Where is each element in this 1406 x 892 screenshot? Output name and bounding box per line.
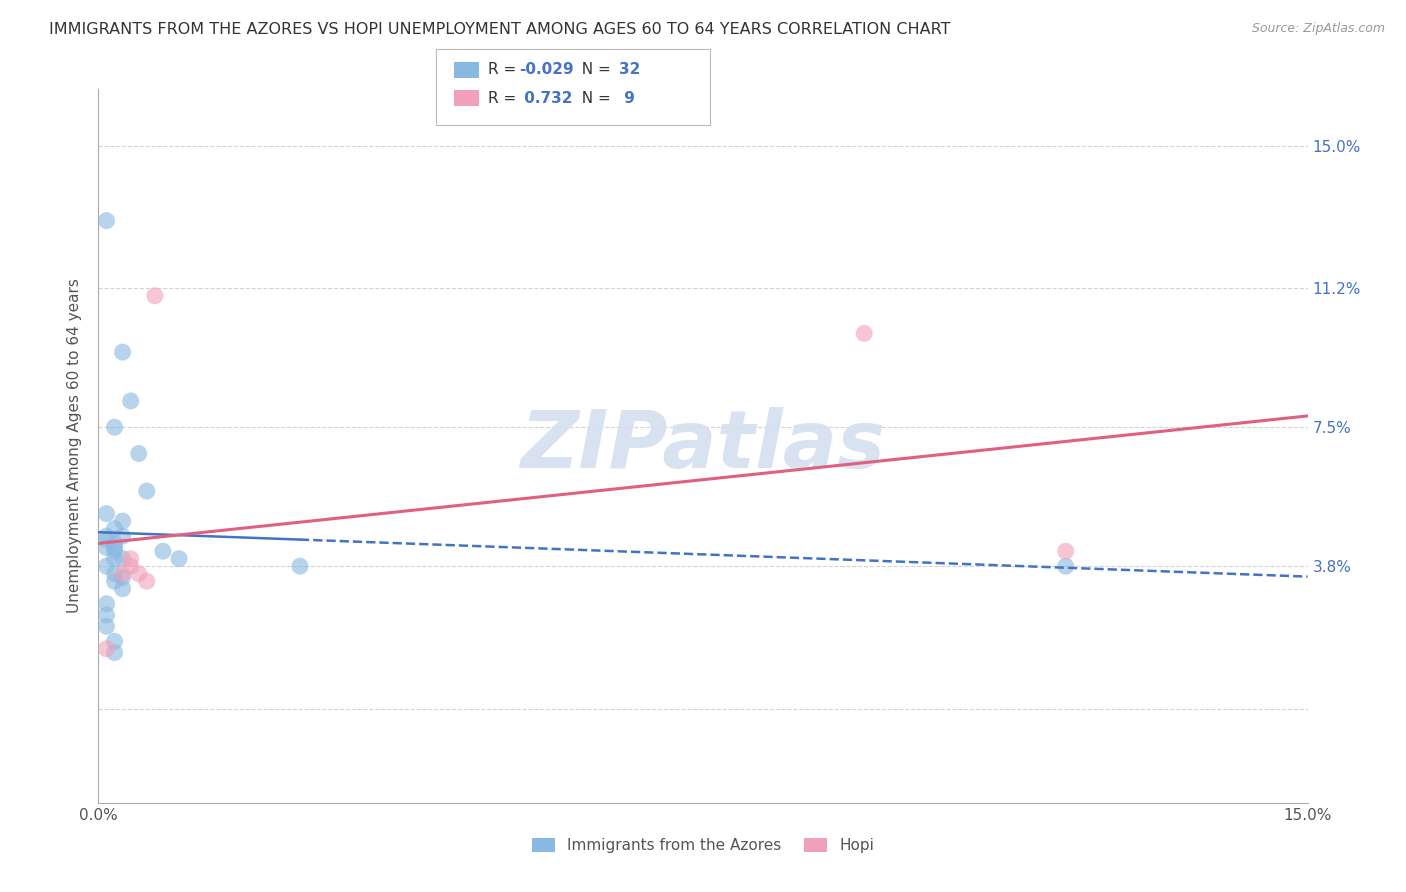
- Text: R =: R =: [488, 62, 522, 77]
- Point: [1054, 559, 1077, 574]
- Point: [135, 574, 157, 589]
- Point: [103, 536, 125, 550]
- Point: [103, 541, 125, 555]
- Point: [111, 529, 134, 543]
- Point: [103, 420, 125, 434]
- Point: [853, 326, 876, 341]
- Point: [111, 345, 134, 359]
- Point: [96, 559, 118, 574]
- Point: [143, 289, 166, 303]
- Point: [111, 582, 134, 596]
- Y-axis label: Unemployment Among Ages 60 to 64 years: Unemployment Among Ages 60 to 64 years: [67, 278, 83, 614]
- Text: R =: R =: [488, 91, 522, 105]
- Text: Source: ZipAtlas.com: Source: ZipAtlas.com: [1251, 22, 1385, 36]
- Point: [111, 566, 134, 581]
- Point: [103, 522, 125, 536]
- Point: [120, 559, 142, 574]
- Text: 0.732: 0.732: [519, 91, 572, 105]
- Point: [120, 551, 142, 566]
- Point: [111, 570, 134, 584]
- Point: [96, 213, 118, 227]
- Legend: Immigrants from the Azores, Hopi: Immigrants from the Azores, Hopi: [526, 832, 880, 859]
- Point: [288, 559, 311, 574]
- Point: [167, 551, 190, 566]
- Point: [103, 646, 125, 660]
- Point: [96, 619, 118, 633]
- Point: [152, 544, 174, 558]
- Point: [96, 597, 118, 611]
- Text: IMMIGRANTS FROM THE AZORES VS HOPI UNEMPLOYMENT AMONG AGES 60 TO 64 YEARS CORREL: IMMIGRANTS FROM THE AZORES VS HOPI UNEMP…: [49, 22, 950, 37]
- Text: N =: N =: [572, 62, 616, 77]
- Point: [128, 566, 150, 581]
- Point: [128, 446, 150, 460]
- Point: [96, 607, 118, 622]
- Text: 9: 9: [619, 91, 634, 105]
- Point: [103, 566, 125, 581]
- Point: [96, 541, 118, 555]
- Point: [120, 393, 142, 408]
- Point: [111, 514, 134, 528]
- Point: [1054, 544, 1077, 558]
- Point: [96, 641, 118, 656]
- Point: [96, 507, 118, 521]
- Point: [111, 551, 134, 566]
- Point: [135, 484, 157, 499]
- Point: [103, 551, 125, 566]
- Point: [103, 634, 125, 648]
- Text: N =: N =: [572, 91, 616, 105]
- Point: [96, 529, 118, 543]
- Point: [96, 533, 118, 547]
- Point: [103, 544, 125, 558]
- Text: 32: 32: [619, 62, 640, 77]
- Point: [103, 574, 125, 589]
- Text: -0.029: -0.029: [519, 62, 574, 77]
- Text: ZIPatlas: ZIPatlas: [520, 407, 886, 485]
